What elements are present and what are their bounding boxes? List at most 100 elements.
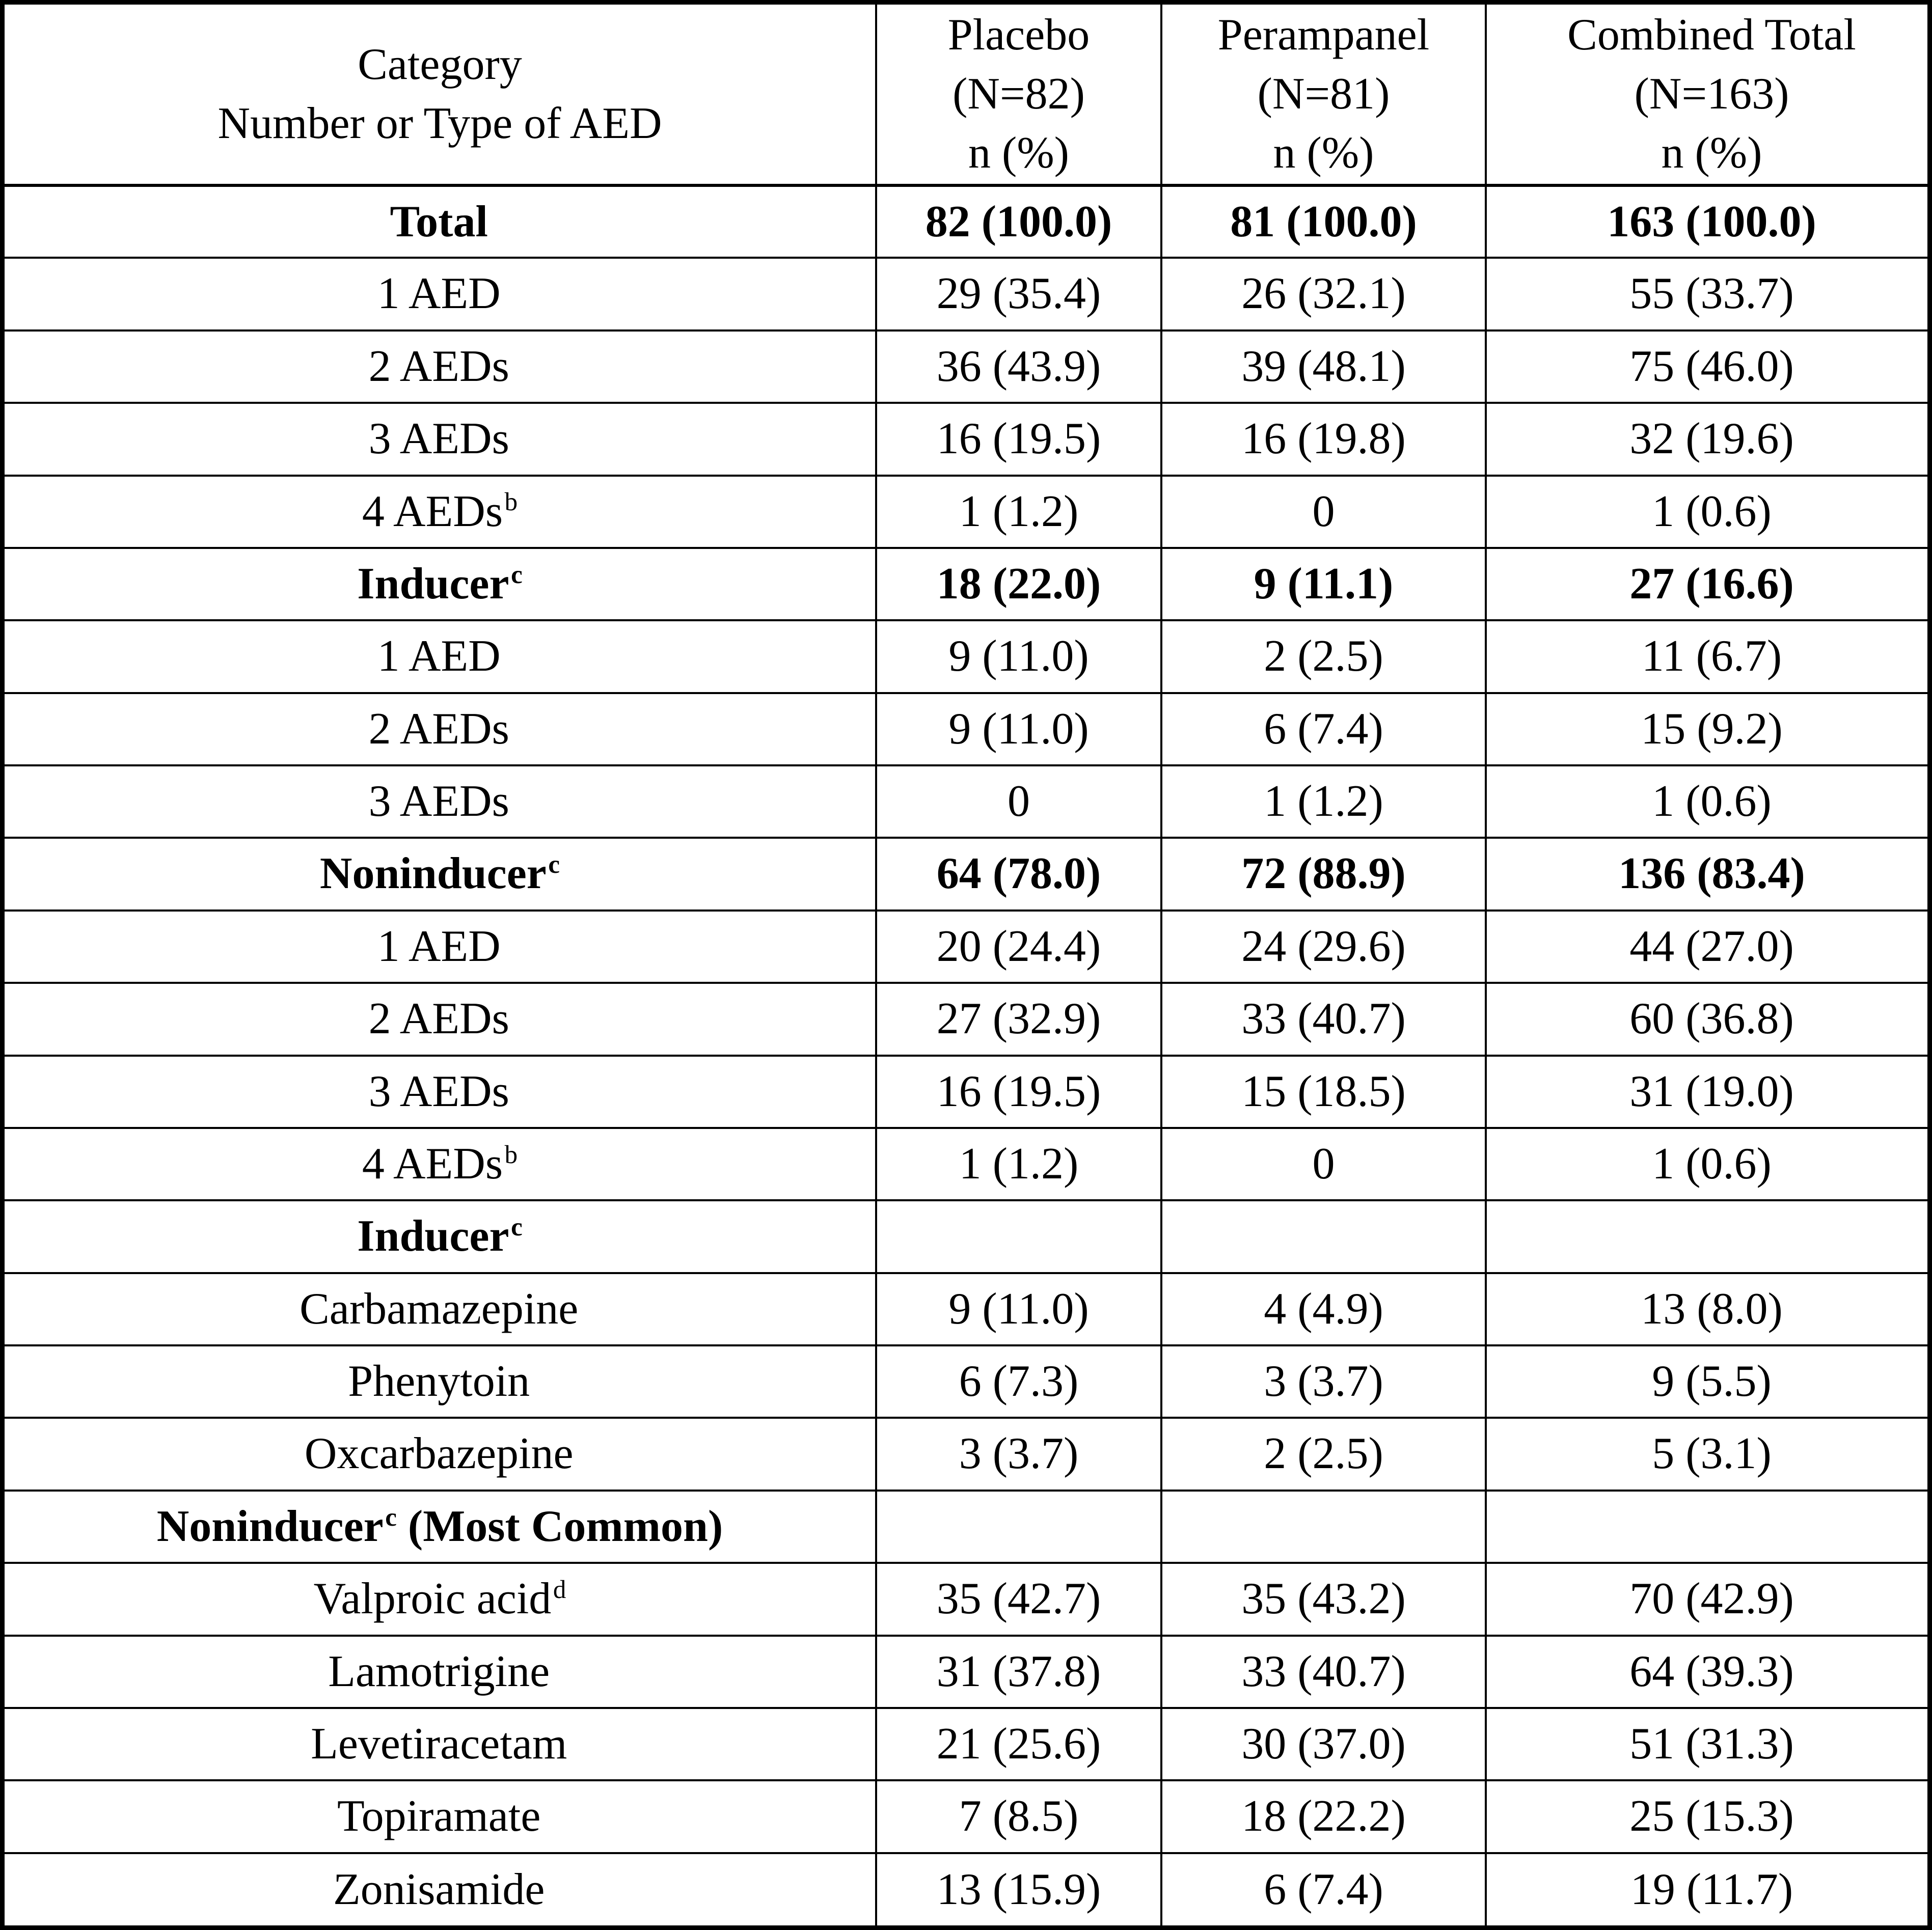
category-cell: Levetiracetam xyxy=(5,1707,877,1782)
category-cell: 4 AEDsb xyxy=(5,475,877,549)
category-cell: Valproic acidd xyxy=(5,1563,877,1637)
category-cell: 2 AEDs xyxy=(5,693,877,767)
combined-value-cell: 25 (15.3) xyxy=(1486,1780,1932,1854)
footnote-marker: c xyxy=(385,1503,397,1532)
combined-value-cell: 13 (8.0) xyxy=(1486,1273,1932,1347)
category-cell: Noninducerc (Most Common) xyxy=(5,1490,877,1564)
combined-value-cell: 70 (42.9) xyxy=(1486,1563,1932,1637)
table-row: 1 AED 20 (24.4) 24 (29.6) 44 (27.0) xyxy=(5,910,1932,984)
placebo-value-cell: 0 xyxy=(876,765,1162,839)
placebo-value-cell: 20 (24.4) xyxy=(876,910,1162,984)
placebo-value-cell: 9 (11.0) xyxy=(876,693,1162,767)
header-row: Category Number or Type of AED Placebo (… xyxy=(5,5,1932,187)
footnote-marker: c xyxy=(511,560,523,589)
table-row: 3 AEDs 0 1 (1.2) 1 (0.6) xyxy=(5,765,1932,839)
perampanel-value-cell xyxy=(1161,1200,1487,1274)
combined-value-cell: 44 (27.0) xyxy=(1486,910,1932,984)
perampanel-value-cell: 16 (19.8) xyxy=(1161,403,1487,477)
combined-header-unit: n (%) xyxy=(1661,128,1762,178)
category-cell: Total xyxy=(5,185,877,259)
placebo-value-cell xyxy=(876,1200,1162,1274)
perampanel-value-cell: 24 (29.6) xyxy=(1161,910,1487,984)
combined-value-cell: 32 (19.6) xyxy=(1486,403,1932,477)
combined-value-cell: 5 (3.1) xyxy=(1486,1418,1932,1492)
table-row: 2 AEDs 9 (11.0) 6 (7.4) 15 (9.2) xyxy=(5,693,1932,767)
category-header-line1: Category xyxy=(358,39,522,89)
footnote-marker: b xyxy=(504,1140,518,1169)
category-cell: 4 AEDsb xyxy=(5,1127,877,1202)
category-header-line2: Number or Type of AED xyxy=(217,99,662,148)
combined-value-cell: 1 (0.6) xyxy=(1486,475,1932,549)
placebo-value-cell: 16 (19.5) xyxy=(876,1055,1162,1129)
placebo-value-cell: 36 (43.9) xyxy=(876,330,1162,404)
perampanel-value-cell: 33 (40.7) xyxy=(1161,983,1487,1057)
column-header-perampanel: Perampanel (N=81) n (%) xyxy=(1161,5,1487,187)
table-row: Zonisamide 13 (15.9) 6 (7.4) 19 (11.7) xyxy=(5,1853,1932,1925)
placebo-value-cell: 6 (7.3) xyxy=(876,1345,1162,1419)
combined-value-cell: 163 (100.0) xyxy=(1486,185,1932,259)
table-row: 4 AEDsb 1 (1.2) 0 1 (0.6) xyxy=(5,475,1932,549)
combined-value-cell: 136 (83.4) xyxy=(1486,838,1932,912)
combined-value-cell: 1 (0.6) xyxy=(1486,1127,1932,1202)
placebo-value-cell xyxy=(876,1490,1162,1564)
table-row: Phenytoin 6 (7.3) 3 (3.7) 9 (5.5) xyxy=(5,1345,1932,1419)
perampanel-value-cell: 6 (7.4) xyxy=(1161,693,1487,767)
combined-value-cell: 27 (16.6) xyxy=(1486,547,1932,622)
placebo-value-cell: 9 (11.0) xyxy=(876,620,1162,694)
table-row: 4 AEDsb 1 (1.2) 0 1 (0.6) xyxy=(5,1127,1932,1202)
perampanel-value-cell: 1 (1.2) xyxy=(1161,765,1487,839)
placebo-value-cell: 13 (15.9) xyxy=(876,1853,1162,1925)
table-row: Oxcarbazepine 3 (3.7) 2 (2.5) 5 (3.1) xyxy=(5,1418,1932,1492)
perampanel-value-cell: 81 (100.0) xyxy=(1161,185,1487,259)
placebo-value-cell: 64 (78.0) xyxy=(876,838,1162,912)
perampanel-value-cell: 18 (22.2) xyxy=(1161,1780,1487,1854)
placebo-value-cell: 31 (37.8) xyxy=(876,1635,1162,1709)
perampanel-value-cell: 0 xyxy=(1161,475,1487,549)
table-row: Levetiracetam 21 (25.6) 30 (37.0) 51 (31… xyxy=(5,1707,1932,1782)
combined-value-cell: 15 (9.2) xyxy=(1486,693,1932,767)
category-cell: 2 AEDs xyxy=(5,983,877,1057)
combined-value-cell: 9 (5.5) xyxy=(1486,1345,1932,1419)
table-row-noninducer-drugs-header: Noninducerc (Most Common) xyxy=(5,1490,1932,1564)
placebo-value-cell: 35 (42.7) xyxy=(876,1563,1162,1637)
placebo-value-cell: 27 (32.9) xyxy=(876,983,1162,1057)
placebo-value-cell: 82 (100.0) xyxy=(876,185,1162,259)
table-row: Topiramate 7 (8.5) 18 (22.2) 25 (15.3) xyxy=(5,1780,1932,1854)
perampanel-value-cell: 72 (88.9) xyxy=(1161,838,1487,912)
table-row-inducer-drugs-header: Inducerc xyxy=(5,1200,1932,1274)
placebo-value-cell: 1 (1.2) xyxy=(876,475,1162,549)
category-cell: Carbamazepine xyxy=(5,1273,877,1347)
perampanel-value-cell: 0 xyxy=(1161,1127,1487,1202)
perampanel-value-cell: 26 (32.1) xyxy=(1161,258,1487,332)
placebo-header-n: (N=82) xyxy=(953,69,1085,119)
perampanel-value-cell: 9 (11.1) xyxy=(1161,547,1487,622)
perampanel-value-cell: 4 (4.9) xyxy=(1161,1273,1487,1347)
placebo-value-cell: 18 (22.0) xyxy=(876,547,1162,622)
combined-value-cell: 75 (46.0) xyxy=(1486,330,1932,404)
perampanel-value-cell: 2 (2.5) xyxy=(1161,620,1487,694)
perampanel-value-cell: 33 (40.7) xyxy=(1161,1635,1487,1709)
placebo-value-cell: 21 (25.6) xyxy=(876,1707,1162,1782)
table-row: 2 AEDs 36 (43.9) 39 (48.1) 75 (46.0) xyxy=(5,330,1932,404)
table-row-noninducer-section: Noninducerc 64 (78.0) 72 (88.9) 136 (83.… xyxy=(5,838,1932,912)
category-cell: Topiramate xyxy=(5,1780,877,1854)
table-row: 1 AED 9 (11.0) 2 (2.5) 11 (6.7) xyxy=(5,620,1932,694)
perampanel-header-n: (N=81) xyxy=(1257,69,1390,119)
category-cell: 1 AED xyxy=(5,910,877,984)
placebo-value-cell: 29 (35.4) xyxy=(876,258,1162,332)
perampanel-value-cell: 15 (18.5) xyxy=(1161,1055,1487,1129)
category-cell: 3 AEDs xyxy=(5,765,877,839)
combined-value-cell: 19 (11.7) xyxy=(1630,1864,1793,1914)
footnote-marker: c xyxy=(548,850,560,879)
table-row-total: Total 82 (100.0) 81 (100.0) 163 (100.0) xyxy=(5,185,1932,259)
perampanel-value-cell: 3 (3.7) xyxy=(1161,1345,1487,1419)
combined-value-cell: 11 (6.7) xyxy=(1486,620,1932,694)
table-row-inducer-section: Inducerc 18 (22.0) 9 (11.1) 27 (16.6) xyxy=(5,547,1932,622)
footnote-marker: d xyxy=(553,1575,566,1604)
placebo-value-cell: 7 (8.5) xyxy=(876,1780,1162,1854)
column-header-placebo: Placebo (N=82) n (%) xyxy=(876,5,1162,187)
table-row: 3 AEDs 16 (19.5) 16 (19.8) 32 (19.6) xyxy=(5,403,1932,477)
perampanel-value-cell: 6 (7.4) xyxy=(1161,1853,1487,1925)
perampanel-value-cell: 30 (37.0) xyxy=(1161,1707,1487,1782)
